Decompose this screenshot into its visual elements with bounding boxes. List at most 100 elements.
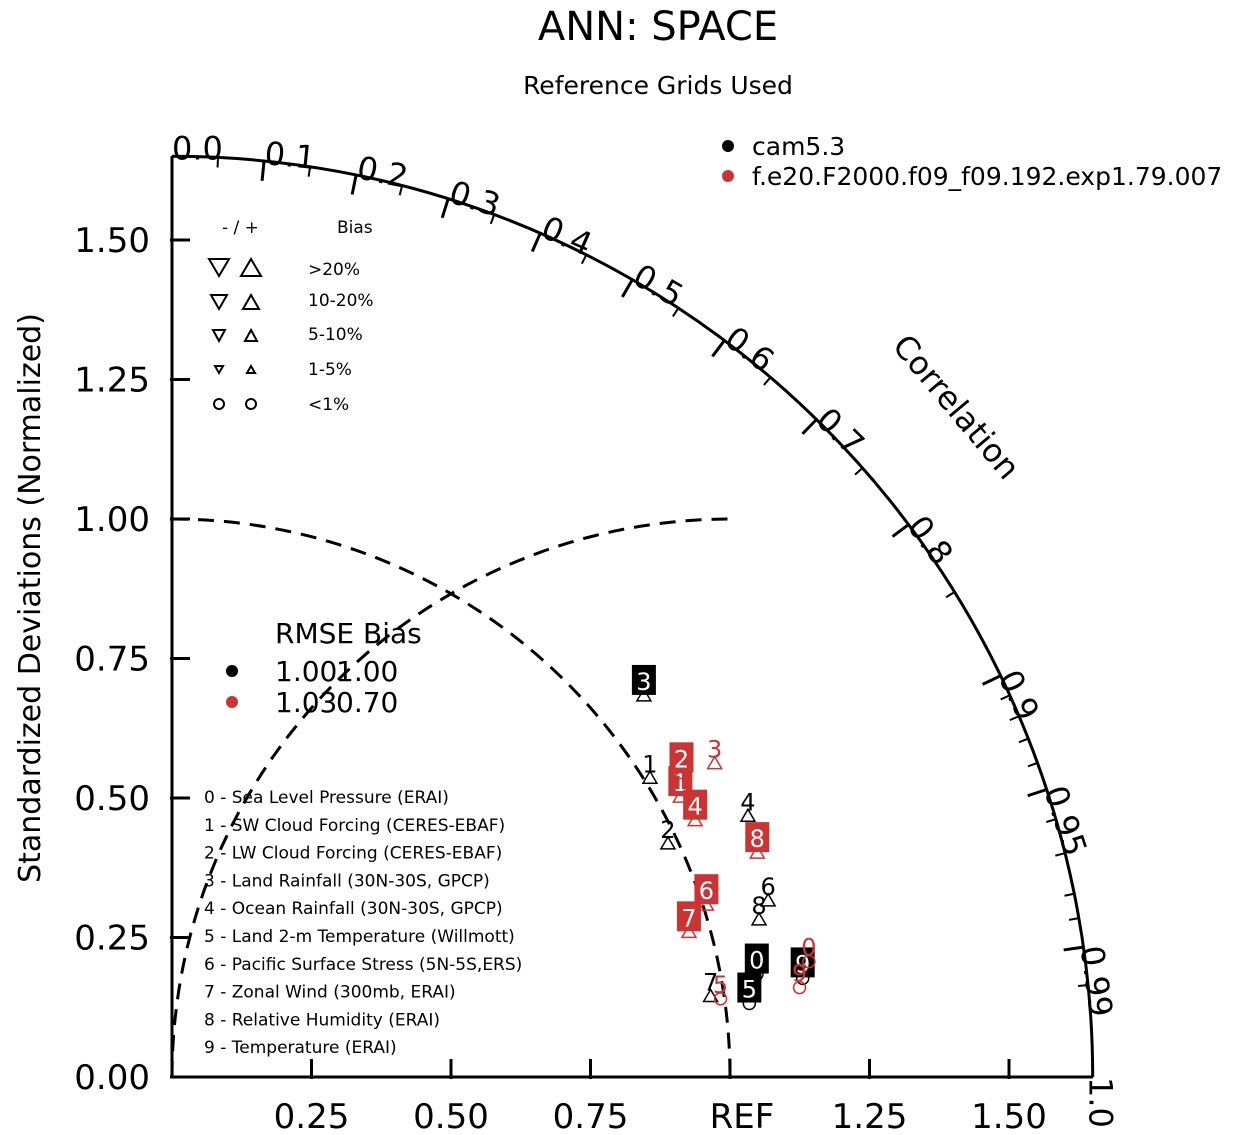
corr-minor-tick bbox=[945, 591, 956, 599]
data-point-label: 7 bbox=[703, 968, 718, 996]
x-tick-label: 1.50 bbox=[971, 1097, 1047, 1135]
variable-legend-item: 0 - Sea Level Pressure (ERAI) bbox=[204, 788, 449, 808]
corr-minor-tick bbox=[580, 254, 588, 265]
data-point-label: 3 bbox=[707, 736, 722, 764]
data-point-label: 0 bbox=[749, 947, 764, 975]
down-triangle-icon bbox=[211, 329, 227, 344]
corr-tick-label: 0.8 bbox=[900, 508, 961, 572]
bias-legend-row-4: 1-5% bbox=[308, 360, 352, 380]
data-point-label-box bbox=[737, 972, 762, 1003]
corr-major-tick bbox=[801, 418, 818, 435]
correlation-label: Correlation bbox=[885, 327, 1028, 487]
corr-minor-tick bbox=[398, 185, 404, 196]
corr-minor-tick bbox=[1009, 715, 1020, 721]
corr-major-tick bbox=[260, 160, 266, 181]
data-point-marker bbox=[750, 911, 768, 926]
std-tick-label: 1.25 bbox=[74, 361, 150, 401]
corr-minor-tick bbox=[1045, 818, 1057, 823]
stats-rmse-cam5-3: 1.00 bbox=[275, 655, 337, 688]
data-point-label: 3 bbox=[636, 668, 651, 696]
max-std-arc bbox=[171, 154, 1095, 1078]
data-point-label: 5 bbox=[713, 971, 728, 999]
data-point-label: 5 bbox=[742, 976, 757, 1004]
data-point-label: 4 bbox=[740, 788, 755, 816]
data-point-label: 2 bbox=[674, 745, 689, 773]
data-point-label: 9 bbox=[792, 960, 807, 988]
corr-major-tick bbox=[530, 232, 542, 253]
up-triangle-icon bbox=[239, 257, 263, 277]
corr-minor-tick bbox=[489, 214, 496, 225]
corr-major-tick bbox=[1027, 788, 1048, 798]
down-triangle-icon bbox=[209, 294, 229, 312]
data-point-marker bbox=[802, 954, 816, 969]
variable-legend-item: 9 - Temperature (ERAI) bbox=[204, 1038, 397, 1058]
variable-legend-item: 8 - Relative Humidity (ERAI) bbox=[204, 1010, 440, 1030]
rmse-arc bbox=[170, 517, 731, 1078]
stats-bias-f-e20: 0.70 bbox=[336, 686, 398, 719]
data-point-label: 4 bbox=[687, 793, 702, 821]
data-point-marker bbox=[792, 980, 807, 995]
stats-marker-cam5-3 bbox=[226, 665, 238, 677]
x-tick-label: 0.50 bbox=[413, 1097, 489, 1135]
corr-tick-label: 0.0 bbox=[172, 129, 223, 167]
legend-marker-f-e20 bbox=[722, 170, 734, 182]
down-triangle-icon bbox=[207, 258, 231, 278]
corr-tick-label: 0.1 bbox=[263, 134, 317, 177]
x-tick-label: 0.25 bbox=[274, 1097, 350, 1135]
std-tick-label: 0.00 bbox=[74, 1058, 150, 1098]
corr-tick-label: 0.5 bbox=[627, 256, 690, 314]
data-point-marker bbox=[739, 807, 757, 823]
corr-major-tick bbox=[621, 278, 634, 298]
corr-minor-tick bbox=[1078, 984, 1089, 988]
reference-std-arc bbox=[171, 517, 732, 1078]
data-point-label: 1 bbox=[642, 750, 657, 778]
up-triangle-icon bbox=[243, 327, 259, 342]
corr-tick-label: 0.7 bbox=[809, 400, 872, 463]
corr-major-tick bbox=[440, 198, 450, 219]
variable-legend-item: 5 - Land 2-m Temperature (Willmott) bbox=[204, 927, 515, 947]
data-point-marker bbox=[686, 812, 704, 827]
x-axis-ticks: 0.25 0.50 0.75 1.25 1.50 bbox=[274, 1059, 1047, 1135]
reference-label: REF bbox=[710, 1097, 775, 1135]
data-point-label: 7 bbox=[681, 904, 696, 932]
data-point-label-box bbox=[669, 742, 694, 773]
variable-legend: 0 - Sea Level Pressure (ERAI) 1 - SW Clou… bbox=[204, 788, 522, 1058]
data-point-marker bbox=[635, 687, 653, 702]
variable-legend-item: 7 - Zonal Wind (300mb, ERAI) bbox=[204, 983, 456, 1003]
corr-minor-tick bbox=[1064, 892, 1075, 897]
data-point-marker bbox=[702, 987, 719, 1003]
corr-major-tick bbox=[711, 339, 726, 358]
circle-icon bbox=[245, 398, 257, 410]
corr-tick-label: 1.0 bbox=[1082, 1077, 1120, 1128]
bias-legend-sign: - / + bbox=[222, 218, 259, 238]
x-tick-label: 1.25 bbox=[832, 1097, 908, 1135]
corr-tick-label: 0.2 bbox=[354, 148, 411, 195]
data-point-marker bbox=[659, 835, 677, 850]
corr-minor-tick bbox=[1018, 737, 1029, 744]
corr-minor-tick bbox=[672, 307, 680, 317]
stats-legend: RMSE Bias 1.00 1.00 1.03 0.70 bbox=[226, 617, 422, 719]
variable-legend-item: 1 - SW Cloud Forcing (CERES-EBAF) bbox=[204, 816, 505, 836]
bias-legend-row-3: 5-10% bbox=[308, 325, 363, 345]
data-point-marker bbox=[641, 769, 659, 785]
std-tick-label: 0.75 bbox=[74, 640, 150, 680]
std-tick-label: 0.50 bbox=[74, 779, 150, 819]
y-axis-label: Standardized Deviations (Normalized) bbox=[13, 313, 48, 883]
corr-major-tick bbox=[981, 674, 1002, 686]
corr-minor-tick bbox=[1068, 917, 1080, 921]
variable-legend-item: 2 - LW Cloud Forcing (CERES-EBAF) bbox=[204, 844, 502, 864]
corr-major-tick bbox=[350, 174, 358, 195]
circle-icon bbox=[213, 398, 225, 410]
down-triangle-icon bbox=[213, 365, 225, 376]
corr-tick-label: 0.99 bbox=[1073, 943, 1121, 1019]
data-point-marker bbox=[713, 992, 728, 1006]
legend-marker-cam5-3 bbox=[722, 140, 734, 152]
data-point-label: 2 bbox=[660, 816, 675, 844]
variable-legend-item: 4 - Ocean Rainfall (30N-30S, GPCP) bbox=[204, 899, 503, 919]
corr-tick-label: 0.3 bbox=[445, 173, 505, 225]
bias-legend-row-2: 10-20% bbox=[308, 291, 374, 311]
corr-minor-tick bbox=[854, 467, 864, 476]
model-legend: cam5.3 f.e20.F2000.f09_f09.192.exp1.79.0… bbox=[722, 132, 1222, 191]
